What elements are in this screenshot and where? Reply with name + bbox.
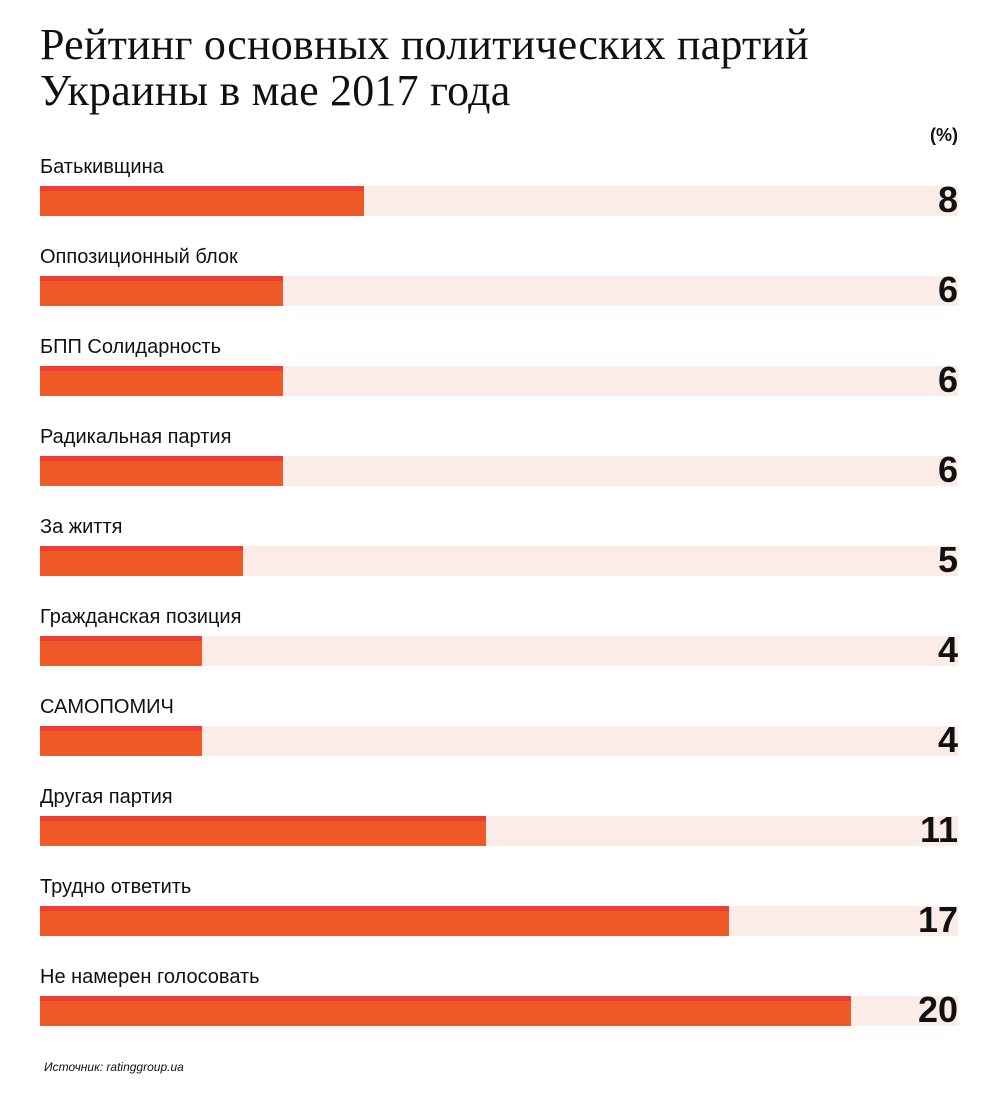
- category-label: Гражданская позиция: [40, 606, 242, 628]
- bar-row: БПП Солидарность 6: [40, 336, 958, 400]
- bar-track: [40, 546, 958, 576]
- category-label: За життя: [40, 516, 123, 538]
- category-label: Другая партия: [40, 786, 173, 808]
- bar: [40, 636, 202, 666]
- value-label: 4: [937, 629, 958, 670]
- bar-track: [40, 636, 958, 666]
- category-label: Не намерен голосовать: [40, 966, 260, 988]
- value-label: 8: [937, 179, 958, 220]
- category-label: Радикальная партия: [40, 426, 232, 448]
- bar-track: [40, 906, 958, 936]
- bar-row: Гражданская позиция 4: [40, 606, 958, 670]
- bar-track: [40, 366, 958, 396]
- bar-row: САМОПОМИЧ 4: [40, 696, 958, 760]
- value-label: 5: [937, 539, 958, 580]
- value-label: 17: [917, 899, 958, 940]
- bar-row: Радикальная партия 6: [40, 426, 958, 490]
- value-label: 4: [937, 719, 958, 760]
- bar-track: [40, 276, 958, 306]
- bar-row: За життя 5: [40, 516, 958, 580]
- bar-row: Другая партия 11: [40, 786, 958, 850]
- bar-track: [40, 816, 958, 846]
- bar: [40, 366, 283, 396]
- bar: [40, 816, 486, 846]
- bar-row: Батькивщина 8: [40, 156, 958, 220]
- bar: [40, 906, 729, 936]
- bar-track: [40, 456, 958, 486]
- bar-track: [40, 186, 958, 216]
- bar: [40, 186, 364, 216]
- bar-track: [40, 996, 958, 1026]
- bar-row: Трудно ответить 17: [40, 876, 958, 940]
- bar: [40, 456, 283, 486]
- value-label: 6: [937, 359, 958, 400]
- bar-row: Оппозиционный блок 6: [40, 246, 958, 310]
- chart-title: Рейтинг основных политических партий Укр…: [40, 20, 809, 115]
- value-label: 20: [917, 989, 958, 1030]
- category-label: Оппозиционный блок: [40, 246, 238, 268]
- bar: [40, 276, 283, 306]
- category-label: САМОПОМИЧ: [40, 696, 174, 718]
- value-label: 6: [937, 269, 958, 310]
- bar: [40, 726, 202, 756]
- source-note: Источник: ratinggroup.ua: [44, 1060, 184, 1074]
- bar: [40, 546, 243, 576]
- bar-track: [40, 726, 958, 756]
- bar-row: Не намерен голосовать 20: [40, 966, 958, 1030]
- bar: [40, 996, 851, 1026]
- value-label: 6: [937, 449, 958, 490]
- category-label: Трудно ответить: [40, 876, 192, 898]
- category-label: Батькивщина: [40, 156, 164, 178]
- category-label: БПП Солидарность: [40, 336, 222, 358]
- unit-label: (%): [930, 125, 958, 145]
- value-label: 11: [919, 809, 958, 850]
